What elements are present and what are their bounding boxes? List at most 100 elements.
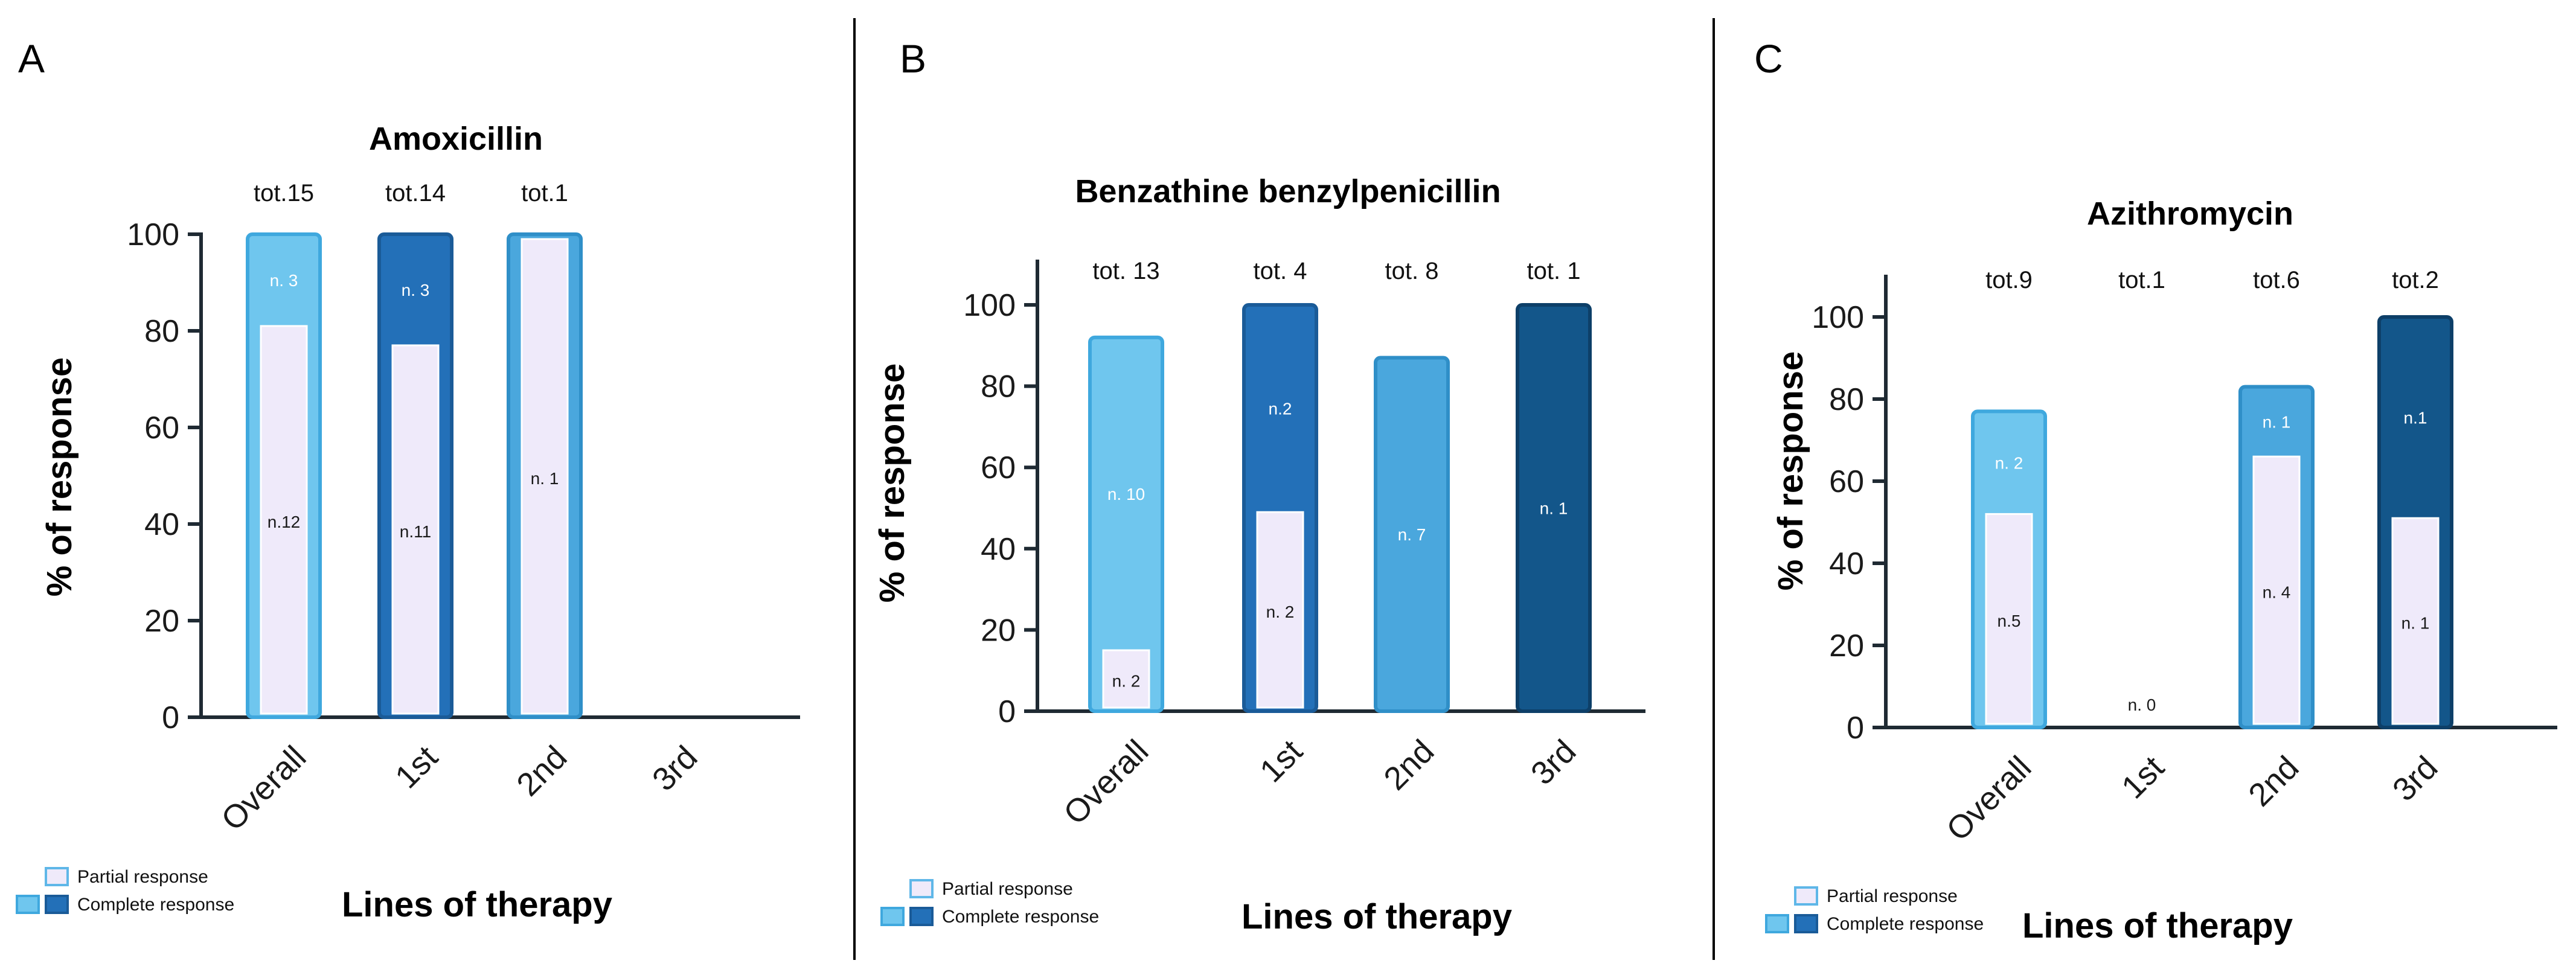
- total-label: tot.15: [254, 180, 314, 206]
- chart-panel-a: A Amoxicillin 0 20 40 60 80 100 % of response n.1…: [16, 36, 800, 924]
- legend-swatch-complete-light: [1765, 914, 1789, 933]
- chart-panel-c: C Azithromycin 0 20 40 60 80 100% of response n.…: [1754, 36, 2557, 945]
- partial-label: n. 4: [2263, 583, 2291, 602]
- chart-title: Azithromycin: [2087, 196, 2293, 232]
- legend-label-complete: Complete response: [1827, 914, 1984, 934]
- total-label: tot.9: [1985, 267, 2033, 293]
- x-tick-label: 2nd: [2241, 749, 2305, 813]
- legend-label-partial: Partial response: [1827, 886, 1958, 906]
- x-tick-label: 3rd: [1524, 733, 1583, 792]
- y-tick-label: 80: [144, 314, 179, 349]
- total-label: tot. 1: [1527, 258, 1581, 284]
- y-tick-label: 100: [1812, 300, 1864, 335]
- x-axis-label: Lines of therapy: [2022, 906, 2293, 945]
- y-tick-label: 0: [998, 694, 1016, 729]
- legend-label-complete: Complete response: [77, 895, 234, 915]
- y-tick-label: 20: [1829, 628, 1864, 663]
- bar-partial-1st: [391, 344, 440, 715]
- legend-label-partial: Partial response: [942, 879, 1073, 899]
- legend-swatch-complete-dark: [45, 895, 69, 914]
- panel-letter: C: [1754, 36, 1783, 81]
- legend-swatch-complete-dark: [1794, 914, 1818, 933]
- bar-partial-overall: [1102, 649, 1150, 709]
- bar-complete-overall: [1088, 335, 1164, 713]
- bar-partial-2nd: [2252, 455, 2301, 725]
- legend-swatch-partial: [45, 867, 69, 886]
- y-axis-label: % of response: [1771, 351, 1810, 590]
- partial-label: n.11: [400, 522, 431, 541]
- complete-label: n.2: [1269, 400, 1292, 418]
- x-tick-label: 1st: [388, 739, 444, 795]
- legend-swatch-partial: [909, 879, 934, 898]
- y-tick-label: 20: [981, 613, 1016, 648]
- complete-label: n. 1: [2263, 412, 2291, 431]
- bar-partial-2nd: [521, 238, 569, 715]
- total-label: tot.1: [521, 180, 568, 206]
- total-label: tot. 4: [1254, 258, 1307, 284]
- complete-label: n. 1: [1540, 499, 1568, 518]
- y-tick-label: 60: [981, 450, 1016, 485]
- partial-label: n. 2: [1112, 672, 1141, 691]
- total-label: tot.2: [2392, 267, 2439, 293]
- y-tick-label: 80: [981, 369, 1016, 404]
- legend: Partial response Complete response: [16, 867, 234, 915]
- bar-complete-2nd: [1374, 356, 1450, 713]
- y-tick-label: 40: [144, 507, 179, 542]
- total-label: tot.1: [2118, 267, 2165, 293]
- panel-letter: A: [18, 36, 45, 81]
- y-tick-label: 0: [1847, 711, 1864, 746]
- bar-partial-overall: [260, 325, 308, 715]
- partial-label: n. 0: [2128, 695, 2156, 714]
- total-label: tot. 13: [1092, 258, 1159, 284]
- partial-label: n. 1: [531, 469, 559, 488]
- chart-panel-b: B Benzathine benzylpenicillin 0 20 40 60 80 100…: [873, 36, 1645, 936]
- total-label: tot.6: [2253, 267, 2300, 293]
- legend: Partial response Complete response: [880, 879, 1099, 927]
- complete-label: n. 3: [270, 271, 298, 290]
- legend-label-partial: Partial response: [77, 867, 208, 887]
- legend-swatch-complete-light: [16, 895, 40, 914]
- x-tick-label: 3rd: [2386, 749, 2445, 808]
- total-label: tot.14: [385, 180, 446, 206]
- x-tick-label: 1st: [1253, 733, 1309, 789]
- x-axis-label: Lines of therapy: [1242, 897, 1512, 936]
- y-tick-label: 100: [127, 217, 179, 252]
- chart-title: Benzathine benzylpenicillin: [1075, 173, 1501, 209]
- x-axis-label: Lines of therapy: [342, 885, 612, 924]
- bar-partial-overall: [1985, 513, 2033, 725]
- x-tick-label: 1st: [2115, 749, 2171, 805]
- total-label: tot. 8: [1385, 258, 1439, 284]
- y-tick-label: 40: [1829, 546, 1864, 581]
- bar-partial-1st: [1256, 511, 1304, 709]
- bar-complete-3rd: [1516, 303, 1592, 713]
- legend: Partial response Complete response: [1765, 886, 1984, 934]
- legend-swatch-partial: [1794, 886, 1818, 906]
- y-tick-label: 20: [144, 604, 179, 639]
- y-tick-label: 0: [162, 700, 179, 735]
- x-tick-label: 2nd: [1377, 733, 1441, 797]
- chart-title: Amoxicillin: [369, 121, 543, 157]
- x-tick-label: Overall: [1057, 733, 1155, 831]
- complete-label: n. 2: [1995, 453, 2023, 472]
- x-tick-label: 3rd: [646, 739, 705, 798]
- y-tick-label: 40: [981, 532, 1016, 567]
- legend-swatch-complete-dark: [909, 907, 934, 926]
- complete-label: n. 3: [402, 281, 430, 299]
- y-tick-label: 100: [963, 288, 1016, 323]
- legend-swatch-complete-light: [880, 907, 905, 926]
- bar-partial-3rd: [2391, 517, 2440, 725]
- partial-label: n.12: [268, 513, 301, 531]
- partial-label: n.5: [1998, 612, 2021, 630]
- panel-letter: B: [900, 36, 926, 81]
- y-axis-label: % of response: [40, 357, 79, 596]
- y-tick-label: 60: [144, 411, 179, 446]
- complete-label: n. 7: [1398, 525, 1426, 544]
- y-axis-label: % of response: [873, 363, 912, 603]
- y-tick-label: 80: [1829, 382, 1864, 417]
- complete-label: n. 10: [1107, 485, 1145, 504]
- x-tick-label: Overall: [214, 739, 313, 837]
- x-tick-label: 2nd: [510, 739, 574, 803]
- partial-label: n. 2: [1266, 603, 1295, 621]
- legend-label-complete: Complete response: [942, 907, 1099, 927]
